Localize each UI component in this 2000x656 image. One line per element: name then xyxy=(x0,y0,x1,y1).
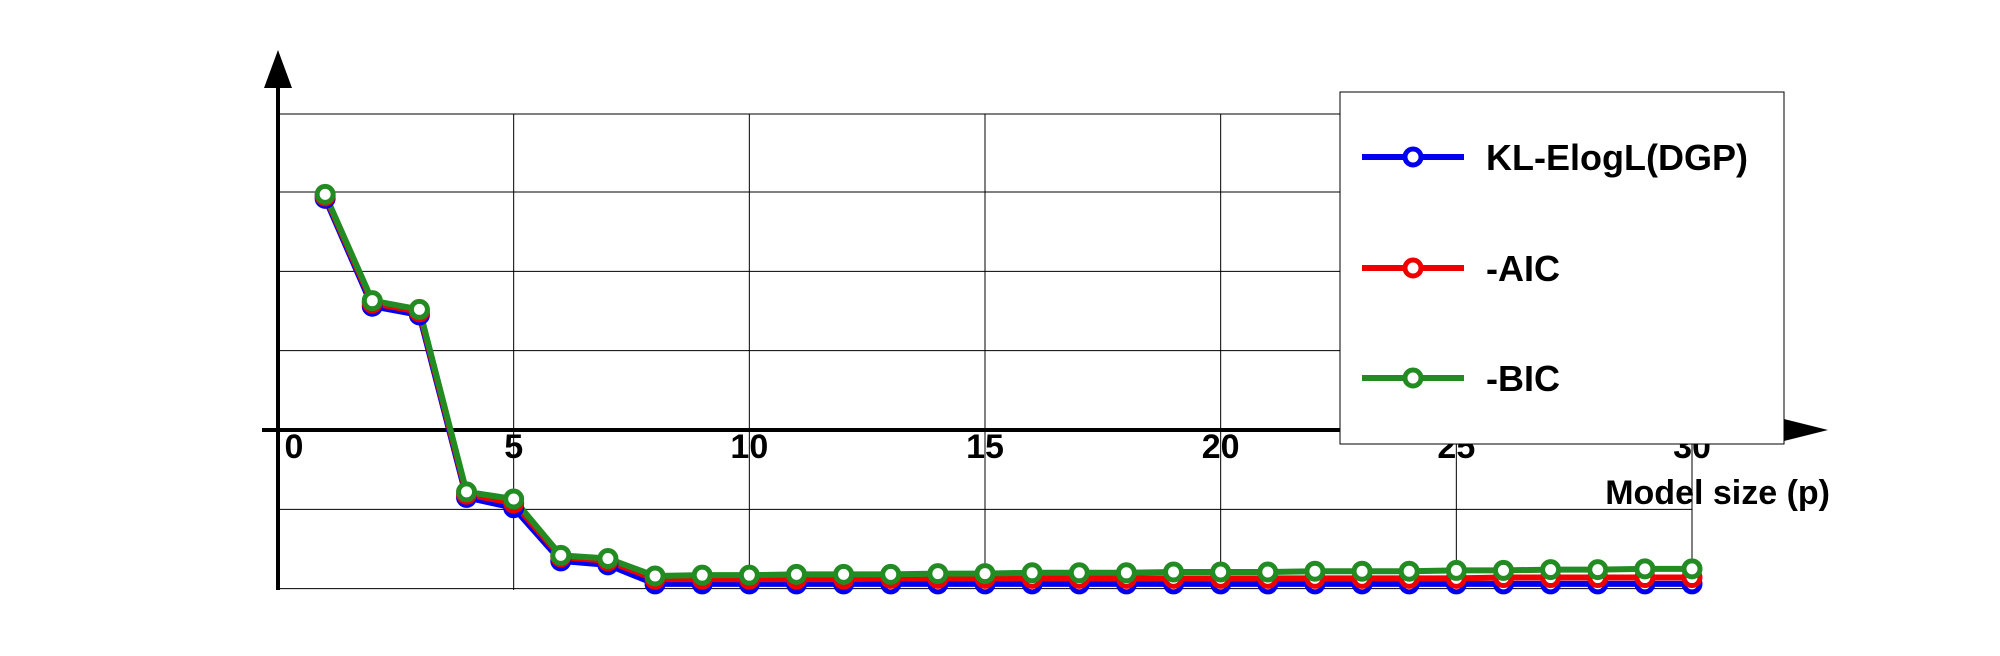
data-point xyxy=(974,563,996,585)
data-point xyxy=(456,481,478,503)
data-point xyxy=(691,564,713,586)
data-point xyxy=(1068,562,1090,584)
data-point xyxy=(1351,560,1373,582)
data-point xyxy=(1021,562,1043,584)
data-point xyxy=(1210,561,1232,583)
data-point xyxy=(1304,560,1326,582)
legend-label: KL-ElogL(DGP) xyxy=(1486,137,1748,178)
x-tick-label: 10 xyxy=(730,428,768,466)
data-point xyxy=(1398,560,1420,582)
legend-marker xyxy=(1402,257,1424,279)
data-point xyxy=(408,298,430,320)
data-point xyxy=(597,548,619,570)
legend-label: -AIC xyxy=(1486,248,1560,289)
legend: KL-ElogL(DGP) -AIC -BIC xyxy=(1339,91,1785,445)
data-point xyxy=(503,488,525,510)
data-point xyxy=(927,563,949,585)
data-point xyxy=(1257,561,1279,583)
data-point xyxy=(738,564,760,586)
x-tick-label: 15 xyxy=(966,428,1004,466)
legend-marker xyxy=(1402,367,1424,389)
x-tick-label: 0 xyxy=(285,428,304,466)
data-point xyxy=(1163,561,1185,583)
data-point xyxy=(1587,559,1609,581)
legend-marker xyxy=(1402,146,1424,168)
data-point xyxy=(785,563,807,585)
data-point xyxy=(1540,559,1562,581)
y-axis-arrow xyxy=(264,50,292,88)
data-point xyxy=(1492,559,1514,581)
data-point xyxy=(1115,562,1137,584)
data-point xyxy=(1681,558,1703,580)
data-point xyxy=(314,183,336,205)
legend-label: -BIC xyxy=(1486,358,1560,399)
series-lines xyxy=(314,183,1703,595)
data-point xyxy=(550,544,572,566)
x-tick-label: 20 xyxy=(1202,428,1240,466)
data-point xyxy=(880,563,902,585)
data-point xyxy=(1445,559,1467,581)
x-axis-arrow xyxy=(1780,418,1828,442)
x-tick-label: 5 xyxy=(504,428,523,466)
data-point xyxy=(1634,558,1656,580)
data-point xyxy=(361,290,383,312)
data-point xyxy=(833,563,855,585)
data-point xyxy=(644,565,666,587)
x-axis-title: Model size (p) xyxy=(1605,474,1830,512)
